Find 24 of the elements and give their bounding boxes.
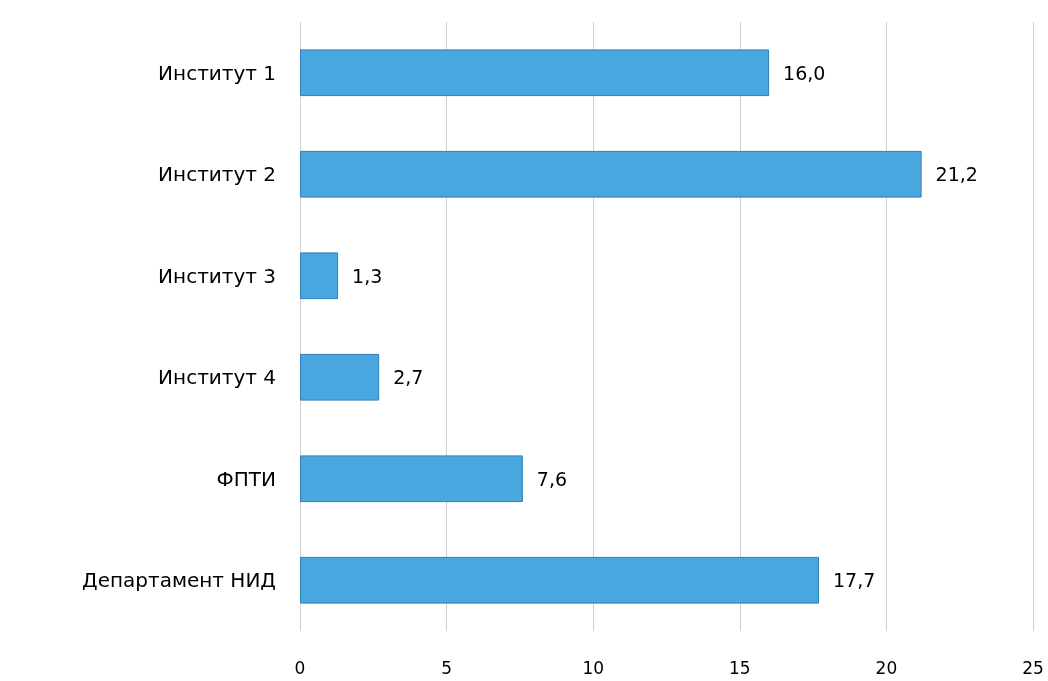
bar	[300, 252, 339, 300]
y-tick-label: Институт 1	[158, 60, 276, 85]
bar	[300, 455, 523, 503]
bar	[300, 556, 819, 604]
y-tick-label: Институт 3	[158, 263, 276, 288]
data-label: 17,7	[832, 569, 876, 592]
y-tick-label: ФПТИ	[216, 466, 276, 491]
x-tick-label: 10	[582, 657, 605, 678]
x-tick-label: 0	[294, 657, 306, 678]
x-tick-label: 20	[875, 657, 898, 678]
bar	[300, 150, 922, 198]
y-tick-label: Институт 2	[158, 162, 276, 187]
x-tick-label: 25	[1022, 657, 1044, 678]
y-tick-label: Институт 4	[158, 365, 276, 390]
y-tick-label: Департамент НИД	[82, 568, 276, 593]
x-tick-label: 15	[728, 657, 751, 678]
data-label: 21,2	[935, 163, 978, 186]
data-label: 2,7	[393, 366, 424, 389]
x-tick-label: 5	[441, 657, 453, 678]
data-label: 7,6	[536, 467, 568, 490]
data-label: 16,0	[783, 61, 826, 84]
data-label: 1,3	[352, 264, 383, 287]
bar	[300, 49, 770, 97]
bar	[300, 353, 380, 401]
